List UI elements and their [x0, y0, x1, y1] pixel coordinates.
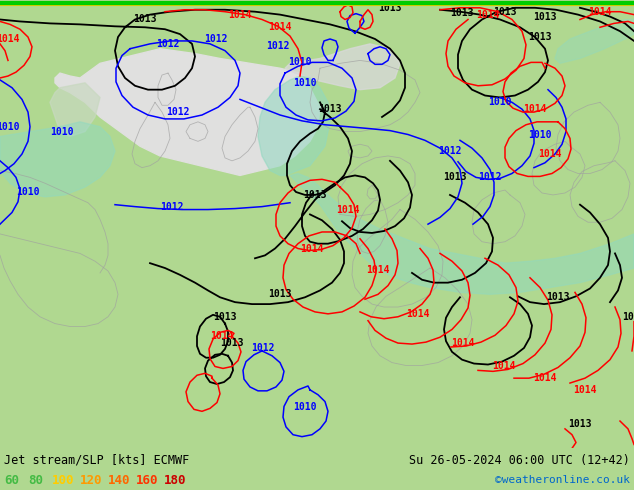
Text: 1013: 1013	[493, 7, 517, 17]
Polygon shape	[258, 76, 330, 175]
Text: 1013: 1013	[450, 8, 474, 18]
Text: Su 26-05-2024 06:00 UTC (12+42): Su 26-05-2024 06:00 UTC (12+42)	[409, 454, 630, 467]
Text: 1014: 1014	[301, 244, 324, 253]
Text: 160: 160	[136, 473, 158, 487]
Text: 60: 60	[4, 473, 19, 487]
Text: 1010: 1010	[288, 57, 312, 68]
Text: 1013: 1013	[268, 290, 292, 299]
Text: 1014: 1014	[533, 373, 557, 383]
Polygon shape	[0, 122, 115, 197]
Polygon shape	[285, 44, 400, 90]
Text: 1013: 1013	[568, 419, 592, 429]
Text: 1013: 1013	[528, 32, 552, 42]
Text: 1013: 1013	[378, 3, 402, 13]
Text: 1013: 1013	[443, 172, 467, 182]
Polygon shape	[555, 20, 634, 63]
Text: 1012: 1012	[251, 343, 275, 353]
Text: 1010: 1010	[294, 402, 317, 413]
Polygon shape	[290, 173, 634, 294]
Text: 140: 140	[108, 473, 131, 487]
Text: 1013: 1013	[303, 190, 327, 200]
Text: 1014: 1014	[0, 34, 20, 44]
Text: 1010: 1010	[16, 187, 40, 197]
Text: 1014: 1014	[538, 149, 562, 159]
Text: 1013: 1013	[318, 104, 342, 114]
Text: 1014: 1014	[268, 22, 292, 32]
Text: 1014: 1014	[228, 10, 252, 20]
Text: 1014: 1014	[451, 338, 475, 348]
Text: 1010: 1010	[528, 129, 552, 140]
Polygon shape	[50, 83, 100, 136]
Text: 1013: 1013	[622, 312, 634, 322]
Text: 1012: 1012	[166, 107, 190, 117]
Text: 120: 120	[80, 473, 103, 487]
Text: 1014: 1014	[573, 385, 597, 395]
Text: 80: 80	[28, 473, 43, 487]
Text: 1013: 1013	[213, 312, 236, 322]
Text: 100: 100	[52, 473, 75, 487]
Text: 1014: 1014	[366, 265, 390, 275]
Text: 1013: 1013	[220, 338, 243, 348]
Text: ©weatheronline.co.uk: ©weatheronline.co.uk	[495, 475, 630, 485]
Text: 1013: 1013	[547, 292, 570, 302]
Text: 1014: 1014	[210, 331, 234, 341]
Polygon shape	[55, 49, 320, 175]
Text: 1010: 1010	[294, 78, 317, 88]
Text: 1012: 1012	[156, 39, 180, 49]
Text: Jet stream/SLP [kts] ECMWF: Jet stream/SLP [kts] ECMWF	[4, 454, 190, 467]
Text: 1014: 1014	[406, 309, 430, 319]
Text: 1014: 1014	[492, 362, 515, 371]
Text: 1014: 1014	[476, 10, 500, 20]
Text: 1010: 1010	[50, 126, 74, 137]
Text: 1012: 1012	[204, 34, 228, 44]
Text: 1014: 1014	[523, 104, 547, 114]
Text: 180: 180	[164, 473, 186, 487]
Text: 1013: 1013	[533, 12, 557, 22]
Text: 1012: 1012	[478, 172, 501, 182]
Text: 1014: 1014	[336, 204, 359, 215]
Text: 1012: 1012	[160, 201, 184, 212]
Text: 1012: 1012	[438, 146, 462, 156]
Text: 1010: 1010	[488, 98, 512, 107]
Text: 1012: 1012	[266, 41, 290, 51]
Text: 1014: 1014	[588, 7, 612, 17]
Text: 1013: 1013	[133, 15, 157, 24]
Text: 1010: 1010	[0, 122, 20, 132]
